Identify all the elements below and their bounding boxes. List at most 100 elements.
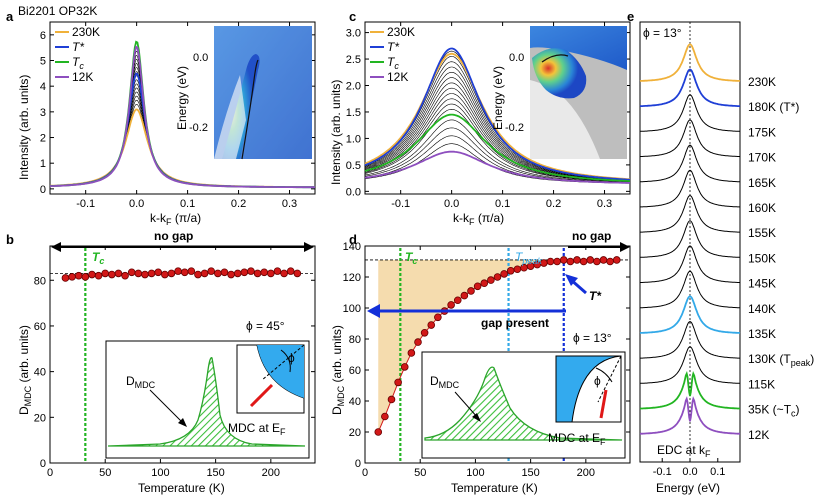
- c-ytick-label: 3.0: [346, 28, 361, 40]
- e-edc-label-165k: 165K: [748, 176, 776, 190]
- b-ytick-label: 80: [34, 275, 46, 287]
- e-edc-label-135k: 135K: [748, 327, 776, 341]
- b-data-point: [74, 271, 83, 280]
- panel-a-inset-arpes-map: 0.0 -0.2 Energy (eV): [175, 26, 312, 160]
- c-legend-label: 230K: [387, 25, 415, 39]
- panel-b-no-gap-label: no gap: [154, 229, 193, 243]
- panel-c-inset-ytick-1: -0.2: [505, 122, 524, 134]
- d-data-point: [500, 270, 508, 278]
- a-mdc-curve-12k: [49, 45, 315, 189]
- d-data-point: [506, 266, 515, 275]
- panel-e-phi-label: ϕ = 13°: [643, 26, 682, 40]
- d-data-point: [579, 257, 588, 266]
- panel-e-edc-stack: 230K 180K (T*) 175K 170K 165K 160K 155K 150K 145…: [639, 21, 814, 495]
- c-ytick-label: 0.5: [346, 160, 361, 172]
- e-edc-label-155k: 155K: [748, 226, 776, 240]
- c-mdc-curve-12k: [364, 150, 630, 184]
- b-data-point: [61, 274, 70, 282]
- b-data-point: [233, 269, 242, 278]
- d-ytick-label: 100: [343, 303, 361, 315]
- panel-d-scatter-chart: 0 50 100 150 200 0 20 40 60 80 100 120 140 no gap ga…: [330, 229, 631, 495]
- panel-b-x-label: Temperature (K): [138, 481, 225, 495]
- c-mdc-curve-intermediate: [364, 72, 630, 181]
- b-data-point: [154, 268, 163, 277]
- c-ytick-label: 2.5: [346, 54, 361, 66]
- d-data-point: [493, 273, 502, 281]
- d-data-point: [606, 257, 614, 266]
- a-xtick-label: 0.2: [231, 198, 246, 210]
- d-data-point: [460, 291, 469, 300]
- b-data-point: [161, 270, 169, 279]
- a-legend-label: T*: [72, 40, 84, 54]
- d-xtick-label: 150: [521, 467, 539, 479]
- a-ytick-label: 1: [40, 158, 46, 170]
- b-data-point: [121, 271, 129, 280]
- panel-b-no-gap-arrowhead-left: [51, 242, 61, 252]
- b-ytick-label: 20: [34, 412, 46, 424]
- d-xtick-label: 50: [414, 467, 426, 479]
- panel-c-x-label: k-kF (π/a): [453, 211, 504, 227]
- d-data-point: [480, 279, 489, 288]
- b-data-point: [108, 270, 116, 279]
- d-data-point: [487, 276, 495, 284]
- panel-d-x-label: Temperature (K): [451, 481, 538, 495]
- panel-b-inset-mdc-label: MDC at EF: [228, 421, 286, 437]
- e-edc-label-150k: 150K: [748, 251, 776, 265]
- panel-b-inset-phi: ϕ: [288, 351, 295, 365]
- d-ytick-label: 120: [343, 272, 361, 284]
- a-xtick-label: -0.1: [76, 198, 95, 210]
- e-edc-label-35k: 35K (~Tc): [748, 403, 800, 419]
- b-data-point: [227, 270, 235, 279]
- d-data-point: [553, 257, 561, 266]
- c-mdc-curve-intermediate: [364, 108, 630, 183]
- b-data-point: [167, 269, 176, 278]
- d-data-point: [513, 265, 522, 274]
- c-xtick-label: 0.3: [597, 198, 612, 210]
- e-edc-curve-165k: [639, 144, 741, 183]
- d-data-point: [400, 363, 409, 371]
- panel-d-no-gap-label: no gap: [572, 229, 611, 243]
- b-data-point: [101, 269, 110, 278]
- a-ytick-label: 0: [40, 184, 46, 196]
- c-legend-label: Tc: [387, 55, 399, 71]
- panel-e-letter: e: [627, 9, 634, 24]
- e-edc-curve-135k: [639, 295, 741, 334]
- e-edc-curve-140k: [639, 270, 741, 309]
- c-ytick-label: 1.0: [346, 133, 361, 145]
- panel-a-inset-ylabel: Energy (eV): [175, 66, 189, 130]
- c-xtick-label: 0.0: [444, 198, 459, 210]
- b-ytick-label: 60: [34, 321, 46, 333]
- d-data-point: [559, 256, 568, 264]
- e-edc-curve-145k: [639, 245, 741, 284]
- panel-c-inset-ytick-0: 0.0: [509, 52, 524, 64]
- a-ytick-label: 6: [40, 30, 46, 42]
- panel-d-phi-label: ϕ = 13°: [573, 331, 612, 345]
- panel-b-phi-label: ϕ = 45°: [246, 319, 285, 333]
- d-data-point: [453, 296, 462, 305]
- e-xtick-label: -0.1: [653, 466, 672, 478]
- panel-a-inset-ytick-1: -0.2: [189, 122, 208, 134]
- panel-d-no-gap-arrowhead: [620, 242, 630, 252]
- b-xtick-label: 200: [262, 467, 280, 479]
- a-ytick-label: 5: [40, 56, 46, 68]
- b-data-point: [260, 268, 269, 277]
- d-data-point: [612, 256, 621, 264]
- b-xtick-label: 50: [99, 467, 111, 479]
- d-data-point: [434, 313, 442, 322]
- e-edc-label-12k: 12K: [748, 428, 769, 442]
- d-data-point: [593, 257, 601, 266]
- panel-c-inset-ylabel: Energy (eV): [491, 66, 505, 130]
- e-edc-label-145k: 145K: [748, 277, 776, 291]
- e-edc-label-115k: 115K: [748, 377, 775, 391]
- b-data-point: [147, 269, 156, 278]
- a-xtick-label: 0.3: [282, 198, 297, 210]
- panel-b-tc-label: Tc: [92, 250, 104, 266]
- panel-b-inset-dmdc-label: DMDC: [126, 374, 156, 390]
- e-edc-curve-130k: [639, 320, 741, 359]
- d-ytick-label: 80: [349, 334, 361, 346]
- panel-d-inset-dmdc-label: DMDC: [430, 374, 460, 390]
- panel-a-y-label: Intensity (arb. units): [17, 75, 31, 180]
- a-legend-label: Tc: [72, 55, 84, 71]
- c-mdc-curve-intermediate: [364, 103, 630, 182]
